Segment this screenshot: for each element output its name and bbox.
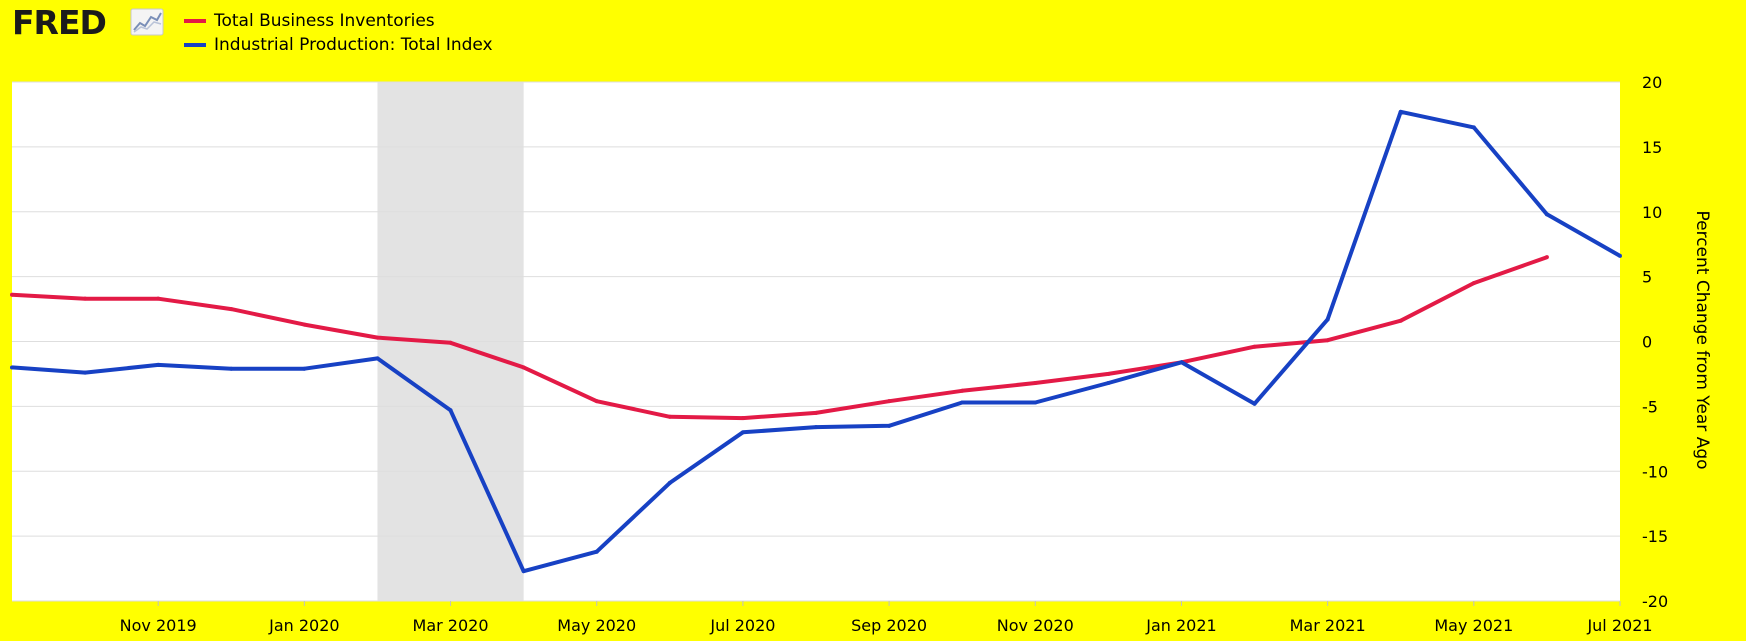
data-point — [1398, 318, 1403, 323]
data-point — [521, 365, 526, 370]
data-point — [887, 423, 892, 428]
data-point — [887, 399, 892, 404]
y-tick-label: -20 — [1642, 592, 1668, 611]
data-point — [1033, 400, 1038, 405]
data-point — [1106, 371, 1111, 376]
data-point — [1252, 401, 1257, 406]
y-tick-label: -15 — [1642, 527, 1668, 546]
data-point — [375, 335, 380, 340]
data-point — [667, 480, 672, 485]
data-point — [740, 430, 745, 435]
data-point — [229, 307, 234, 312]
data-point — [1544, 255, 1549, 260]
data-point — [1106, 381, 1111, 386]
x-tick-label: Jul 2020 — [709, 616, 775, 635]
data-point — [1544, 212, 1549, 217]
legend-swatch-inventories — [184, 19, 206, 23]
y-tick-label: -10 — [1642, 462, 1668, 481]
y-tick-label: 5 — [1642, 268, 1652, 287]
data-point — [667, 414, 672, 419]
data-point — [156, 296, 161, 301]
data-point — [1618, 253, 1622, 258]
x-tick-label: Mar 2020 — [413, 616, 489, 635]
data-point — [83, 370, 88, 375]
x-tick-label: Sep 2020 — [851, 616, 927, 635]
series-line-inventories — [11, 255, 1548, 421]
fred-logo-text: FRED — [12, 3, 107, 42]
data-point — [1325, 317, 1330, 322]
data-point — [1398, 109, 1403, 114]
data-point — [156, 362, 161, 367]
y-axis-label: Percent Change from Year Ago — [1692, 210, 1712, 470]
data-point — [1471, 281, 1476, 286]
data-point — [302, 322, 307, 327]
data-point — [814, 425, 818, 430]
y-tick-label: -5 — [1642, 397, 1658, 416]
data-point — [10, 365, 14, 370]
data-point — [302, 366, 307, 371]
data-point — [740, 416, 745, 421]
data-point — [375, 356, 380, 361]
chart-line-icon — [130, 8, 164, 36]
x-tick-label: May 2021 — [1434, 616, 1513, 635]
x-tick-label: Jan 2020 — [268, 616, 339, 635]
data-point — [229, 366, 234, 371]
data-point — [960, 400, 965, 405]
data-point — [594, 549, 599, 554]
data-point — [1252, 344, 1257, 349]
x-tick-label: Jan 2021 — [1145, 616, 1216, 635]
x-tick-label: Jul 2021 — [1586, 616, 1652, 635]
data-point — [1471, 125, 1476, 130]
legend-swatch-industrial-production — [184, 43, 206, 47]
data-point — [960, 388, 965, 393]
data-point — [1179, 360, 1184, 365]
legend-label-industrial-production: Industrial Production: Total Index — [214, 35, 493, 55]
legend-label-inventories: Total Business Inventories — [214, 11, 435, 31]
x-tick-label: May 2020 — [557, 616, 636, 635]
y-tick-label: 0 — [1642, 333, 1652, 352]
data-point — [594, 399, 599, 404]
data-point — [1325, 338, 1330, 343]
y-tick-label: 10 — [1642, 203, 1662, 222]
data-point — [83, 296, 88, 301]
data-point — [521, 569, 526, 574]
y-tick-label: 15 — [1642, 138, 1662, 157]
data-point — [814, 410, 818, 415]
y-tick-label: 20 — [1642, 73, 1662, 92]
x-tick-label: Nov 2019 — [120, 616, 197, 635]
x-tick-label: Mar 2021 — [1290, 616, 1366, 635]
data-point — [448, 340, 453, 345]
data-point — [448, 408, 453, 413]
data-point — [1033, 381, 1038, 386]
data-point — [10, 292, 14, 297]
x-tick-label: Nov 2020 — [997, 616, 1074, 635]
